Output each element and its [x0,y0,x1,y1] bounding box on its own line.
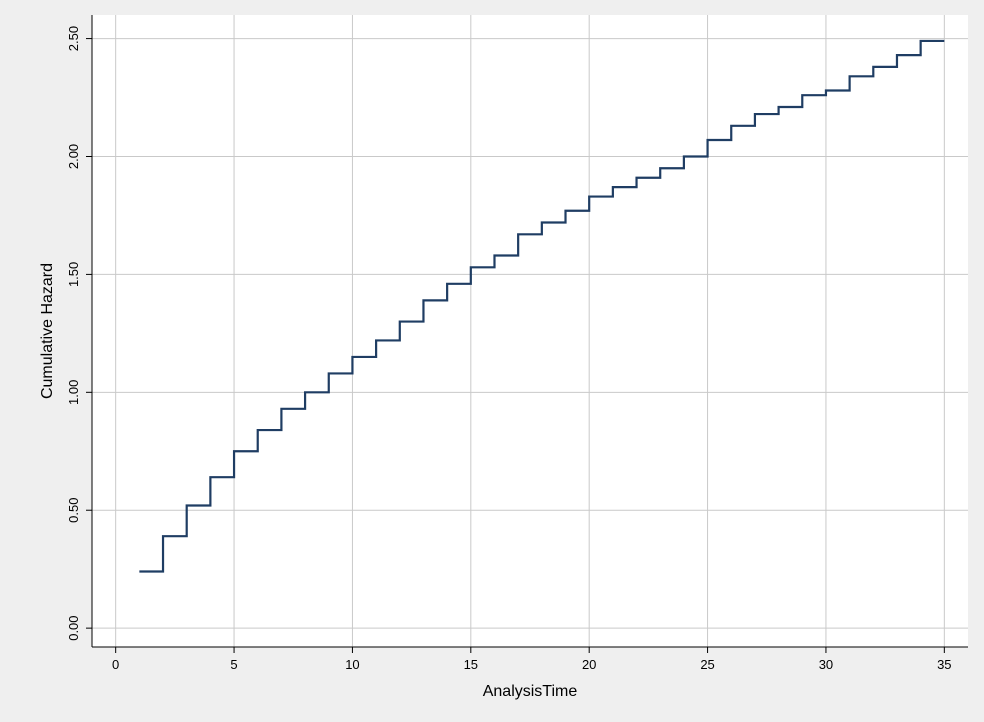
y-tick-label-0.00: 0.00 [66,615,81,640]
plot-area [92,15,968,647]
y-tick-label-1.00: 1.00 [66,380,81,405]
x-tick-label-5: 5 [230,657,237,672]
x-tick-label-35: 35 [937,657,951,672]
cumulative-hazard-step-line-0 [139,39,945,573]
axes [91,15,968,648]
y-tick-label-1.50: 1.50 [66,262,81,287]
y-tick-label-2.50: 2.50 [66,26,81,51]
y-axis-label: Cumulative Hazard [39,263,56,399]
grid-lines [92,15,968,647]
x-tick-label-30: 30 [819,657,833,672]
x-tick-label-20: 20 [582,657,596,672]
x-tick-label-0: 0 [112,657,119,672]
x-tick-label-15: 15 [464,657,478,672]
y-tick-label-0.50: 0.50 [66,498,81,523]
y-tick-label-2.00: 2.00 [66,144,81,169]
series-layer [139,39,945,573]
x-tick-label-25: 25 [700,657,714,672]
x-tick-label-10: 10 [345,657,359,672]
tick-marks: 0 5 10 15 20 25 30 35 0.00 0.50 1.00 1.50 2.00 2.50 [66,26,952,672]
x-axis-label: AnalysisTime [483,683,578,700]
